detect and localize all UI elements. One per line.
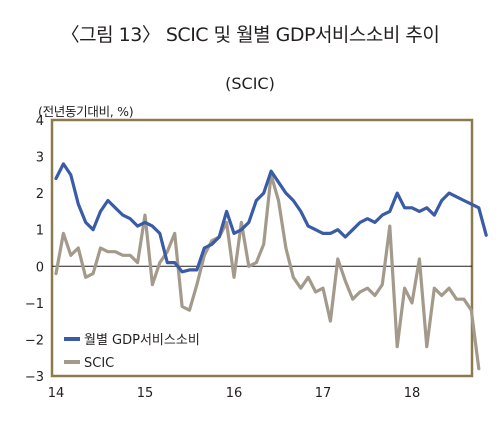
y-axis-unit-label: (전년동기대비, %) bbox=[38, 104, 134, 119]
y-tick-label: −3 bbox=[25, 370, 44, 385]
x-tick-label: 16 bbox=[226, 386, 243, 401]
series-line-scic bbox=[54, 173, 481, 371]
plot-frame bbox=[50, 118, 474, 378]
legend-label: 월별 GDP서비스소비 bbox=[84, 333, 200, 348]
figure-title: 〈그림 13〉 SCIC 및 월별 GDP서비스소비 추이 bbox=[60, 24, 440, 46]
series-line-gdp-service-consumption bbox=[54, 162, 488, 274]
x-tick-label: 14 bbox=[48, 386, 65, 401]
y-tick-label: 0 bbox=[36, 260, 44, 275]
y-axis: 4 3 2 1 0 −1 −2 −3 bbox=[25, 114, 44, 385]
x-tick-label: 18 bbox=[404, 386, 421, 401]
y-tick-label: 1 bbox=[36, 224, 44, 239]
y-tick-label: −1 bbox=[25, 297, 44, 312]
legend-label: SCIC bbox=[84, 356, 114, 371]
chart-title: (SCIC) bbox=[225, 74, 275, 93]
x-axis: 14 15 16 17 18 bbox=[48, 386, 421, 401]
y-tick-label: 2 bbox=[36, 187, 44, 202]
x-tick-label: 17 bbox=[315, 386, 332, 401]
series-lines bbox=[54, 162, 488, 371]
legend: 월별 GDP서비스소비 SCIC bbox=[64, 333, 200, 371]
y-tick-label: −2 bbox=[25, 333, 44, 348]
x-tick-label: 15 bbox=[137, 386, 154, 401]
y-tick-label: 3 bbox=[36, 151, 44, 166]
y-tick-label: 4 bbox=[36, 114, 44, 129]
